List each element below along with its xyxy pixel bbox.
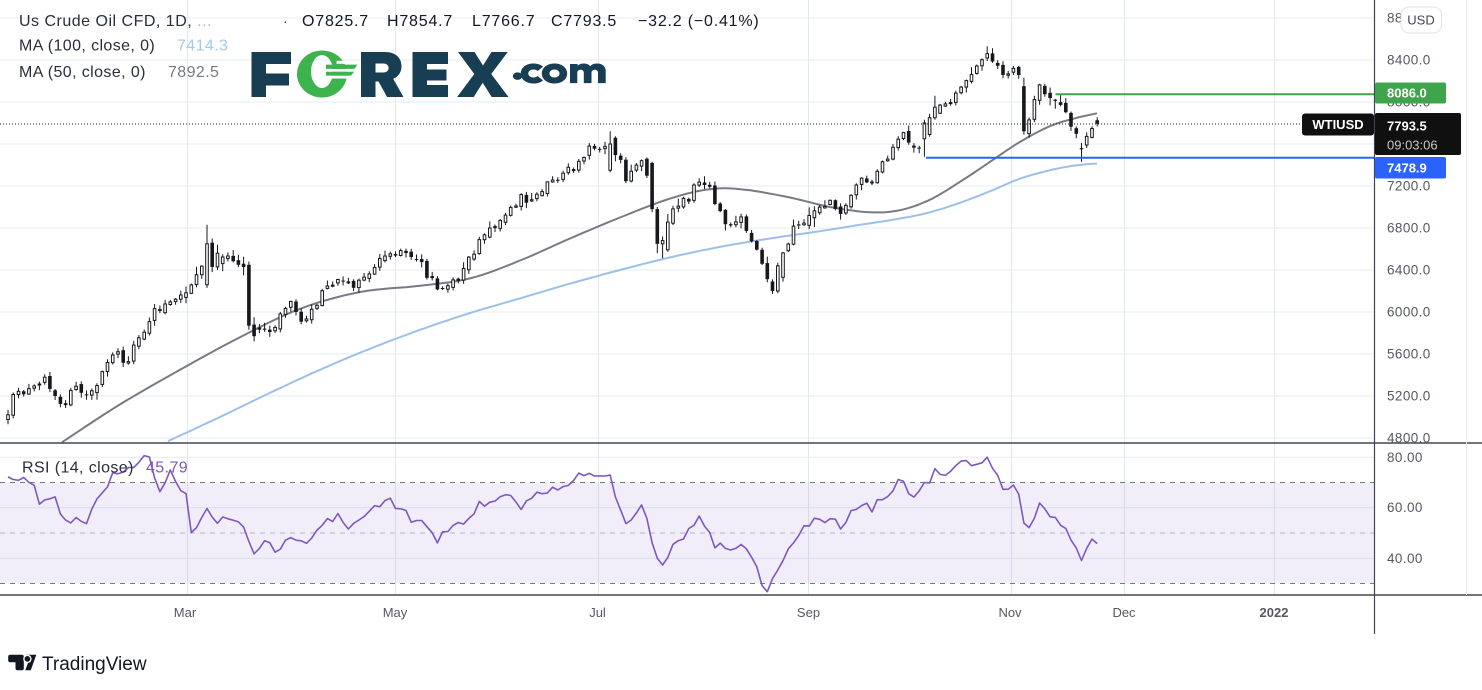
svg-text:6000.0: 6000.0 — [1387, 305, 1431, 320]
svg-text:Nov: Nov — [998, 605, 1022, 620]
svg-text:Sep: Sep — [797, 605, 820, 620]
svg-text:Mar: Mar — [174, 605, 197, 620]
svg-text:USD: USD — [1407, 13, 1434, 28]
svg-text:H7854.7: H7854.7 — [387, 13, 453, 30]
svg-text:4800.0: 4800.0 — [1387, 431, 1431, 446]
svg-text:May: May — [383, 605, 408, 620]
svg-text:MA (50, close, 0): MA (50, close, 0) — [19, 64, 146, 81]
svg-text:Jul: Jul — [589, 605, 606, 620]
svg-text:MA (100, close, 0): MA (100, close, 0) — [19, 38, 155, 55]
svg-text:80.00: 80.00 — [1387, 450, 1423, 465]
svg-text:5200.0: 5200.0 — [1387, 389, 1431, 404]
svg-text:·: · — [283, 13, 288, 29]
svg-text:O7825.7: O7825.7 — [302, 13, 369, 30]
svg-text:C7793.5: C7793.5 — [551, 13, 617, 30]
svg-text:−32.2 (−0.41%): −32.2 (−0.41%) — [638, 13, 760, 30]
svg-text:45.79: 45.79 — [146, 460, 188, 477]
svg-text:09:03:06: 09:03:06 — [1387, 138, 1438, 153]
svg-text:7200.0: 7200.0 — [1387, 179, 1431, 194]
svg-text:WTIUSD: WTIUSD — [1312, 117, 1363, 132]
svg-text:6400.0: 6400.0 — [1387, 263, 1431, 278]
svg-text:7478.9: 7478.9 — [1387, 161, 1427, 176]
svg-text:TradingView: TradingView — [42, 654, 147, 675]
svg-text:5600.0: 5600.0 — [1387, 347, 1431, 362]
svg-text:7414.3: 7414.3 — [177, 38, 228, 55]
svg-text:40.00: 40.00 — [1387, 551, 1423, 566]
svg-text:6800.0: 6800.0 — [1387, 221, 1431, 236]
svg-text:L7766.7: L7766.7 — [472, 13, 535, 30]
svg-text:8086.0: 8086.0 — [1387, 86, 1427, 101]
svg-text:7793.5: 7793.5 — [1387, 119, 1427, 134]
svg-text:2022: 2022 — [1260, 605, 1289, 620]
svg-text:8400.0: 8400.0 — [1387, 53, 1431, 68]
svg-text:60.00: 60.00 — [1387, 500, 1423, 515]
svg-text:RSI (14, close): RSI (14, close) — [22, 460, 134, 477]
svg-text:Dec: Dec — [1112, 605, 1136, 620]
svg-text:Us Crude Oil CFD, 1D, ...: Us Crude Oil CFD, 1D, ... — [19, 13, 212, 30]
svg-text:7892.5: 7892.5 — [168, 64, 219, 81]
